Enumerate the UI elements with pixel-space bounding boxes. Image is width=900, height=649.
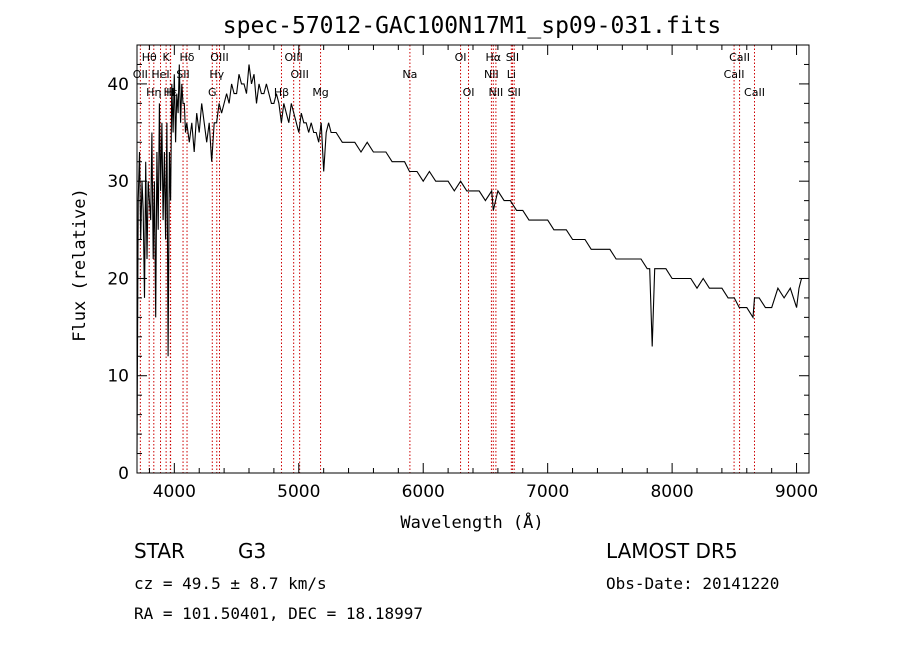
coordinates: RA = 101.50401, DEC = 18.18997 (134, 604, 423, 623)
spectral-line-label: Li (507, 68, 516, 81)
spectral-line-label: Hα (486, 51, 502, 64)
spectral-line-label: H (166, 86, 174, 99)
spectral-line-label: NII (484, 68, 499, 81)
plot-frame (136, 44, 810, 474)
spectral-line-label: SII (506, 51, 519, 64)
spectral-line-label: CaII (724, 68, 745, 81)
x-axis-label: Wavelength (Å) (400, 511, 543, 533)
x-tick-label: 8000 (650, 482, 693, 502)
y-tick-label: 20 (107, 269, 129, 289)
spectral-line-label: CaII (744, 86, 765, 99)
spectral-line-label: G (208, 86, 217, 99)
spectral-line-label: CaII (729, 51, 750, 64)
object-class: STAR (134, 539, 185, 563)
spectral-line-label: Hδ (180, 51, 195, 64)
spectral-line-label: OI (463, 86, 475, 99)
spectral-line-label: SII (507, 86, 520, 99)
x-tick-label: 7000 (526, 482, 569, 502)
spectral-line-label: Hγ (209, 68, 224, 81)
x-axis-ticks: 4000 5000 6000 7000 8000 9000 (148, 45, 818, 502)
object-subclass: G3 (238, 539, 266, 563)
spectral-line-label: NII (489, 86, 504, 99)
y-tick-label: 10 (107, 367, 129, 387)
spectral-line-label: Hη (146, 86, 161, 99)
y-tick-label: 40 (107, 75, 129, 95)
x-tick-label: 4000 (153, 482, 196, 502)
spectral-line-label: Mg (312, 86, 328, 99)
y-axis-ticks: 0 10 20 30 40 (107, 44, 809, 484)
redshift-velocity: cz = 49.5 ± 8.7 km/s (134, 574, 327, 593)
spectral-line-label: OIII (210, 51, 228, 64)
spectral-line-label: Na (402, 68, 417, 81)
spectral-line-label: OI (455, 51, 467, 64)
x-tick-label: 5000 (277, 482, 320, 502)
chart-title: spec-57012-GAC100N17M1_sp09-031.fits (223, 13, 722, 39)
y-tick-label: 0 (118, 464, 129, 484)
spectral-line-label: SII (176, 68, 189, 81)
spectral-line-label: HeI (151, 68, 169, 81)
observation-date: Obs-Date: 20141220 (606, 574, 779, 593)
x-tick-label: 6000 (402, 482, 445, 502)
spectral-line-label: OII (133, 68, 148, 81)
spectral-line-label: OIII (284, 51, 302, 64)
spectral-line-markers (139, 45, 755, 473)
spectral-line-label: Hθ (142, 51, 157, 64)
spectral-line-label: K (163, 51, 171, 64)
y-axis-label: Flux (relative) (70, 188, 90, 342)
x-tick-label: 9000 (775, 482, 818, 502)
survey-name: LAMOST DR5 (606, 539, 738, 563)
spectral-line-label: Hβ (274, 86, 289, 99)
y-tick-label: 30 (107, 172, 129, 192)
spectral-line-label: OIII (290, 68, 308, 81)
spectrum-line (136, 64, 804, 454)
